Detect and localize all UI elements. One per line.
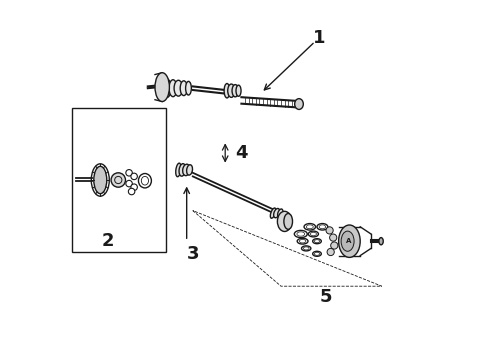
Ellipse shape [224, 84, 230, 98]
Ellipse shape [169, 80, 177, 97]
Ellipse shape [126, 180, 132, 187]
Ellipse shape [301, 246, 311, 251]
Ellipse shape [313, 239, 321, 244]
Ellipse shape [284, 213, 293, 229]
Ellipse shape [313, 251, 321, 256]
Ellipse shape [308, 231, 318, 237]
Ellipse shape [183, 164, 190, 176]
Text: 1: 1 [313, 29, 325, 47]
Ellipse shape [179, 164, 186, 176]
Ellipse shape [176, 163, 181, 177]
Ellipse shape [339, 225, 360, 257]
Ellipse shape [126, 170, 132, 176]
Ellipse shape [331, 242, 338, 249]
Text: 2: 2 [102, 232, 115, 250]
Ellipse shape [341, 231, 354, 251]
Ellipse shape [94, 166, 107, 194]
Ellipse shape [317, 224, 328, 230]
Text: A: A [345, 238, 351, 244]
Ellipse shape [187, 165, 193, 175]
Ellipse shape [273, 208, 280, 218]
Ellipse shape [326, 227, 333, 234]
Text: 5: 5 [320, 288, 332, 306]
Ellipse shape [304, 224, 316, 230]
Ellipse shape [327, 248, 334, 256]
Ellipse shape [128, 188, 135, 195]
Ellipse shape [139, 174, 151, 188]
Ellipse shape [379, 238, 383, 245]
Ellipse shape [186, 81, 192, 95]
Ellipse shape [228, 84, 235, 98]
Ellipse shape [236, 85, 241, 96]
Text: 4: 4 [235, 144, 247, 162]
Ellipse shape [232, 85, 239, 97]
Ellipse shape [297, 238, 308, 244]
Ellipse shape [330, 234, 337, 241]
Ellipse shape [111, 173, 125, 187]
Ellipse shape [270, 208, 276, 218]
Ellipse shape [277, 211, 292, 231]
Ellipse shape [180, 81, 187, 96]
Ellipse shape [174, 80, 183, 96]
Ellipse shape [294, 99, 303, 109]
Ellipse shape [131, 184, 137, 190]
Ellipse shape [294, 230, 307, 238]
Ellipse shape [278, 209, 283, 217]
Text: 3: 3 [187, 245, 199, 263]
Ellipse shape [164, 79, 171, 97]
Ellipse shape [131, 173, 137, 180]
Ellipse shape [155, 73, 170, 102]
